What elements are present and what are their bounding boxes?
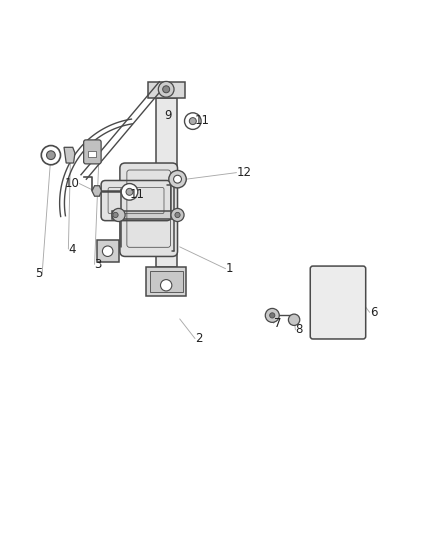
Polygon shape	[150, 271, 183, 292]
Circle shape	[112, 208, 125, 222]
Polygon shape	[64, 147, 75, 163]
Circle shape	[288, 314, 300, 326]
Circle shape	[126, 188, 133, 195]
Circle shape	[102, 246, 113, 256]
Circle shape	[158, 82, 174, 97]
Polygon shape	[148, 82, 184, 99]
Text: 12: 12	[237, 166, 251, 179]
Circle shape	[189, 118, 196, 125]
Circle shape	[171, 208, 184, 222]
FancyBboxPatch shape	[310, 266, 366, 339]
FancyBboxPatch shape	[101, 181, 171, 221]
Text: 9: 9	[164, 109, 172, 123]
Text: 10: 10	[64, 177, 79, 190]
Polygon shape	[146, 266, 186, 296]
Circle shape	[121, 183, 138, 200]
Circle shape	[175, 212, 180, 217]
FancyBboxPatch shape	[120, 163, 177, 256]
Polygon shape	[88, 151, 96, 157]
Circle shape	[184, 113, 201, 130]
Polygon shape	[112, 211, 182, 219]
Circle shape	[46, 151, 55, 159]
FancyBboxPatch shape	[84, 140, 101, 164]
Circle shape	[173, 175, 181, 183]
Text: 5: 5	[35, 266, 42, 279]
Circle shape	[169, 171, 186, 188]
Text: 11: 11	[130, 188, 145, 201]
Polygon shape	[92, 185, 102, 196]
Text: 1: 1	[226, 262, 233, 275]
Polygon shape	[155, 99, 177, 266]
Text: 4: 4	[68, 243, 76, 255]
Circle shape	[162, 86, 170, 93]
Circle shape	[41, 146, 60, 165]
Circle shape	[265, 309, 279, 322]
Polygon shape	[97, 240, 119, 262]
Text: 7: 7	[274, 317, 281, 330]
Text: 3: 3	[95, 258, 102, 271]
Text: 11: 11	[195, 114, 210, 127]
Circle shape	[160, 280, 172, 291]
Circle shape	[113, 212, 118, 217]
Circle shape	[270, 313, 275, 318]
Text: 2: 2	[195, 332, 202, 345]
Text: 6: 6	[370, 306, 377, 319]
Text: 8: 8	[295, 324, 303, 336]
